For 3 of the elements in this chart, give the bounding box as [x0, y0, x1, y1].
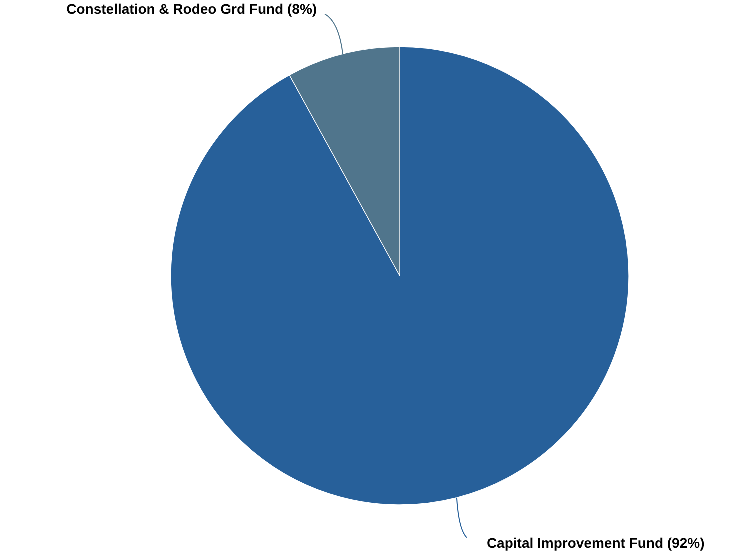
- slice-label: Capital Improvement Fund (92%): [486, 534, 705, 551]
- pie-slice: [170, 46, 630, 505]
- slice-label: Constellation & Rodeo Grd Fund (8%): [66, 1, 318, 18]
